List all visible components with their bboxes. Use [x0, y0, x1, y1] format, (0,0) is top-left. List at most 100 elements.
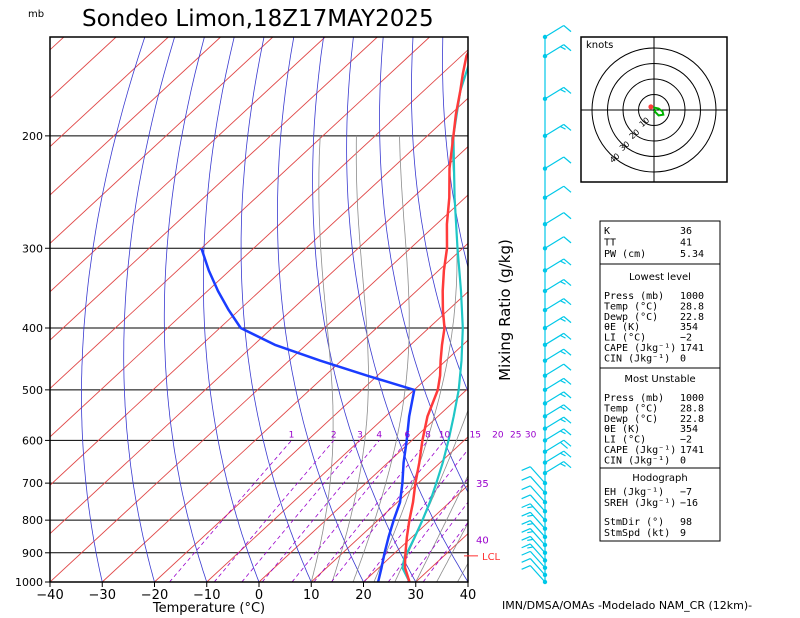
x-tick-label: 10 [303, 588, 320, 603]
stat-value: 1741 [680, 343, 704, 354]
skewt-background [50, 0, 800, 596]
mixing-ratio-label: 3 [357, 430, 363, 440]
dry-adiabat-line [787, 0, 800, 596]
chart-title: Sondeo Limon,18Z17MAY2025 [82, 6, 434, 32]
stat-label: Temp (°C) [604, 403, 658, 414]
wind-barb-feather [527, 514, 534, 517]
wind-barb-feather [521, 511, 531, 517]
stat-label: CAPE (Jkg⁻¹) [604, 343, 676, 354]
wind-barb-staff [544, 439, 565, 453]
stat-value: −2 [680, 435, 692, 446]
wind-barb-staff [544, 404, 565, 417]
wind-barb-feather [560, 125, 566, 130]
y-tick-label: 700 [22, 477, 43, 490]
wind-barb-feather [521, 519, 531, 525]
wind-barb-staff [544, 428, 565, 441]
mixing-ratio-line [169, 440, 292, 582]
wind-barb-feather [560, 318, 566, 322]
hodograph-storm-marker [648, 104, 654, 110]
mixing-ratio-line [241, 440, 361, 582]
x-tick-label: 30 [407, 588, 424, 603]
stat-label: Dewp (°C) [604, 312, 658, 323]
isotherm-line [50, 37, 65, 51]
wind-barb-staff [529, 543, 546, 561]
dry-adiabat-line [411, 37, 468, 393]
stat-value: 9 [680, 528, 686, 539]
mixing-ratio-label: 15 [470, 430, 481, 440]
wind-barb-staff [529, 565, 546, 583]
mixing-ratio-line [213, 440, 335, 582]
wind-barb-staff [544, 236, 565, 249]
isotherm-line [310, 436, 468, 582]
wind-barb-feather [560, 430, 566, 435]
wind-barb-staff [544, 450, 565, 464]
mixing-ratio-label: 1 [289, 430, 295, 440]
x-tick-label: 0 [255, 588, 263, 603]
wind-barb-feather [563, 44, 572, 52]
stat-value: 22.8 [680, 414, 704, 425]
mixing-ratio-line [363, 448, 468, 582]
stat-value: 36 [680, 226, 692, 237]
dewpoint-curve [200, 247, 416, 582]
wind-barb-feather [560, 350, 566, 355]
mixing-ratio-label: 20 [492, 430, 504, 440]
wind-barb-feather [521, 535, 531, 541]
wind-barb-feather [563, 377, 572, 385]
dry-adiabat-line [312, 37, 417, 582]
y-tick-label: 800 [22, 514, 43, 527]
stat-value: 354 [680, 424, 698, 435]
wind-barb-staff [529, 511, 546, 530]
mixing-ratio-label: 30 [525, 430, 537, 440]
wind-barb-feather [521, 528, 531, 533]
wind-barb-feather [521, 565, 531, 570]
y-tick-label: 900 [22, 547, 43, 560]
wind-barb-feather [563, 428, 572, 436]
dry-adiabat-line [240, 37, 312, 582]
wind-barb-feather [563, 404, 572, 412]
stat-label: PW (cm) [604, 249, 646, 260]
wind-barb-feather [563, 25, 572, 33]
stat-value: −16 [680, 498, 698, 509]
wind-barb-staff [529, 528, 546, 546]
stat-value: 1741 [680, 445, 704, 456]
stat-label: CIN (Jkg⁻¹) [604, 353, 670, 364]
theta-e-label: 40 [476, 536, 489, 547]
isotherm-line [50, 194, 468, 582]
y-tick-label: 500 [22, 384, 43, 397]
skewt-profiles [200, 50, 468, 582]
x-tick-label: −20 [141, 588, 168, 603]
theta-e-label: 35 [476, 479, 489, 490]
mixing-ratio-labels: 1 2 3 4 6 8 10 15 20 25 30 35 40 [289, 430, 537, 546]
wind-barb-feather [560, 46, 566, 50]
wind-barb-feather [521, 494, 531, 500]
skewt-frame [49, 36, 469, 583]
wind-barb-staff [544, 391, 565, 404]
wind-barb-feather [527, 522, 534, 526]
stat-label: CIN (Jkg⁻¹) [604, 455, 670, 466]
isotherm-line [50, 37, 169, 148]
wind-barb-feather [521, 550, 531, 556]
wind-barb-feather [560, 418, 566, 423]
stat-label: Press (mb) [604, 291, 664, 302]
stat-label: K [604, 226, 610, 237]
wind-barb-feather [563, 279, 572, 287]
dry-adiabat-line [163, 37, 208, 582]
wind-barb-feather [559, 441, 568, 449]
dry-adiabat-line [379, 37, 468, 494]
wind-barb-staff [544, 24, 565, 38]
wind-barb-feather [563, 212, 572, 220]
stat-label: LI (°C) [604, 333, 646, 344]
isotherm-line [50, 97, 468, 486]
stat-section-title: Lowest level [629, 272, 691, 283]
stat-label: Dewp (°C) [604, 414, 658, 425]
stat-value: 0 [680, 455, 686, 466]
dry-adiabat-line [759, 0, 800, 596]
wind-barb-feather [563, 123, 572, 131]
isotherm-line [50, 37, 274, 244]
wind-barb-staff [544, 461, 565, 474]
wind-barb-feather [563, 348, 572, 356]
wind-barb-feather [521, 466, 531, 472]
isotherm-line [363, 484, 468, 582]
wind-barb-feather [527, 546, 534, 549]
wind-barb-staff [544, 315, 565, 329]
